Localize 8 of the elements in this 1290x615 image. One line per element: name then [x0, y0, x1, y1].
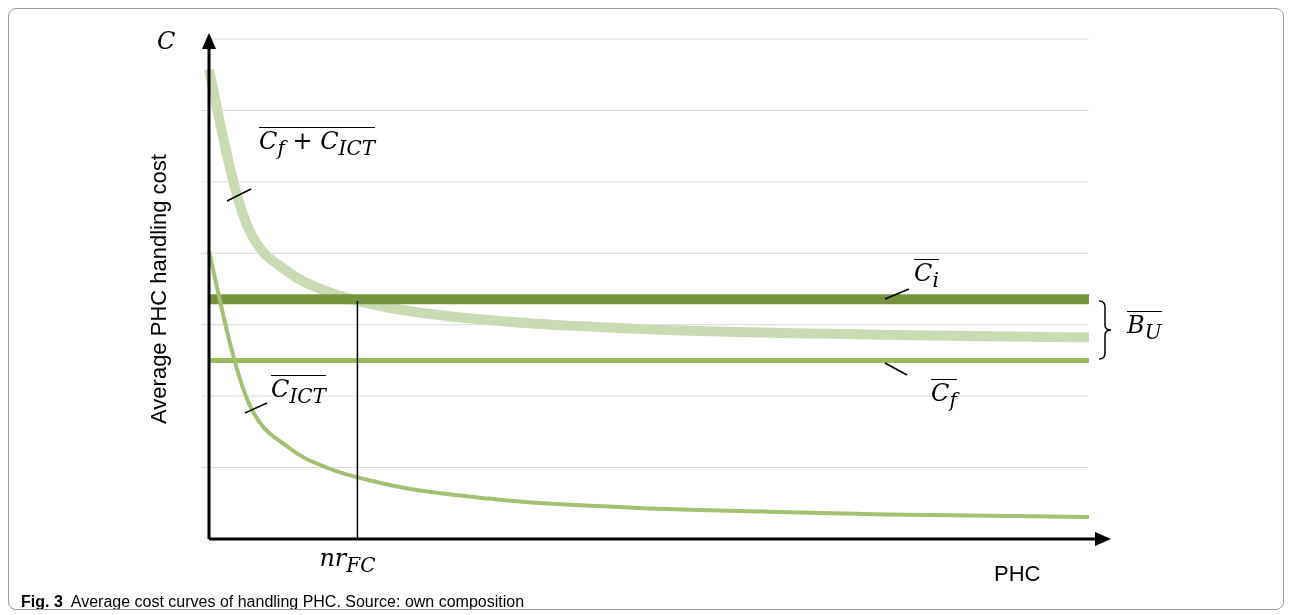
text: C — [157, 27, 176, 55]
y-axis-title: Average PHC handling cost — [146, 154, 171, 424]
text: B$_{U}$ — [1127, 311, 1162, 345]
text: nr$_{FC}$ — [319, 544, 376, 577]
series-label: C$_{ICT}$ — [271, 375, 326, 409]
x-axis-title: PHC — [994, 561, 1041, 587]
series-label: C$_{f}$ + C$_{ICT}$ — [259, 127, 376, 161]
series-label: C$_{i}$ — [914, 259, 939, 293]
